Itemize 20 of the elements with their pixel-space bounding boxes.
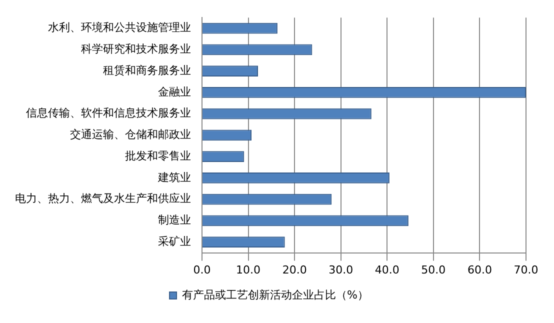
legend-label: 有产品或工艺创新活动企业占比（%） [182, 288, 368, 302]
x-tick-label: 0.0 [193, 263, 211, 276]
x-tick-label: 50.0 [421, 263, 446, 276]
y-tick-label: 制造业 [158, 214, 191, 227]
y-tick-label: 金融业 [158, 85, 191, 98]
y-tick-label: 租赁和商务服务业 [103, 64, 191, 77]
x-tick-label: 30.0 [328, 263, 354, 276]
y-tick-label: 电力、热力、燃气及水生产和供应业 [15, 192, 191, 206]
y-tick-label: 水利、环境和公共设施管理业 [48, 21, 191, 34]
y-tick-label: 批发和零售业 [125, 149, 191, 162]
y-tick-label: 建筑业 [157, 170, 191, 184]
y-tick-label: 采矿业 [158, 234, 191, 248]
x-tick-label: 20.0 [282, 263, 307, 276]
x-tick-label: 60.0 [467, 263, 492, 276]
x-tick-label: 70.0 [514, 263, 538, 276]
y-tick-label: 信息传输、软件和信息技术服务业 [26, 106, 191, 120]
x-tick-label: 10.0 [236, 263, 261, 276]
x-tick-label: 40.0 [374, 263, 400, 276]
y-tick-label: 交通运输、仓储和邮政业 [70, 128, 191, 142]
y-tick-label: 科学研究和技术服务业 [81, 42, 191, 56]
